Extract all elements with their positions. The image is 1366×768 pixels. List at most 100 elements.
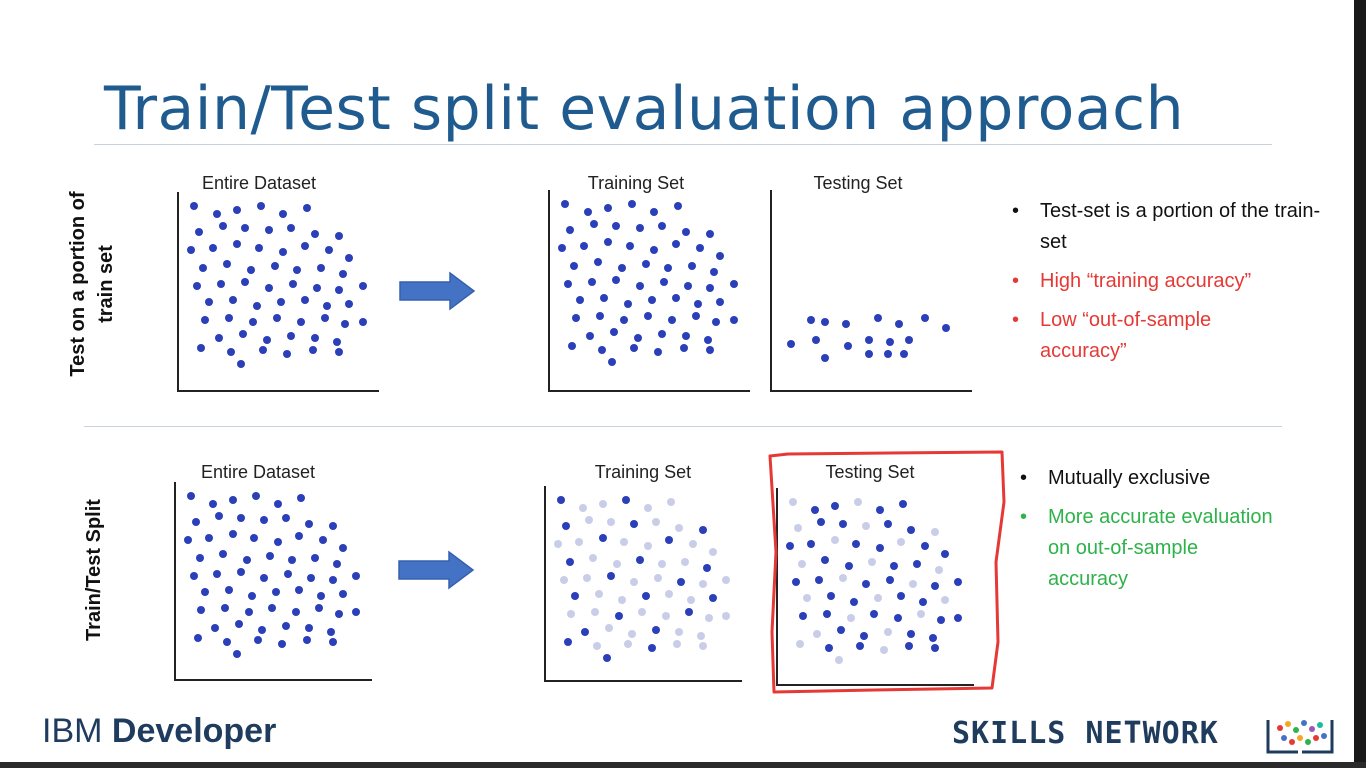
data-point: [795, 640, 804, 648]
data-point: [265, 226, 273, 234]
data-point: [624, 300, 632, 308]
data-point: [658, 222, 666, 230]
data-point: [815, 576, 824, 584]
data-point: [812, 336, 820, 344]
ibm-suffix: Developer: [111, 712, 277, 750]
data-point: [650, 246, 658, 254]
data-point: [730, 316, 738, 324]
data-point: [844, 562, 853, 570]
data-point: [222, 638, 231, 646]
data-point: [913, 560, 922, 568]
data-point: [651, 626, 660, 634]
data-point: [323, 302, 331, 310]
data-point: [317, 592, 326, 600]
data-point: [236, 514, 245, 522]
data-point: [641, 592, 650, 600]
data-point: [332, 560, 341, 568]
data-point: [588, 278, 596, 286]
data-point: [561, 200, 569, 208]
data-point: [843, 342, 852, 350]
data-point: [698, 526, 707, 534]
data-point: [273, 538, 282, 546]
data-point: [799, 612, 808, 620]
data-point: [604, 624, 613, 632]
data-point: [233, 240, 241, 248]
data-point: [205, 298, 213, 306]
data-point: [934, 566, 943, 574]
data-point: [730, 280, 738, 288]
data-point: [710, 268, 718, 276]
data-point: [594, 590, 603, 598]
data-point: [942, 324, 951, 332]
data-point: [893, 614, 902, 622]
skills-network-logo-icon: [1266, 720, 1334, 754]
data-point: [596, 312, 604, 320]
data-point: [572, 314, 580, 322]
row1-bullets: Test-set is a portion of the train-set H…: [1006, 196, 1326, 375]
data-point: [862, 580, 871, 588]
data-point: [658, 330, 666, 338]
bullet-item: Low “out-of-sample accuracy”: [1006, 305, 1270, 367]
data-point: [684, 282, 692, 290]
data-point: [268, 604, 277, 612]
entire-dataset-plot: [177, 192, 379, 392]
training-set-label: Training Set: [587, 173, 685, 193]
data-point: [716, 252, 724, 260]
data-point: [928, 634, 937, 642]
data-point: [660, 278, 668, 286]
right-arrow-icon: [399, 271, 476, 311]
data-point: [583, 574, 592, 582]
bullet-item: Test-set is a portion of the train-set: [1006, 196, 1326, 258]
data-point: [661, 612, 670, 620]
data-point: [879, 646, 888, 654]
data-point: [219, 222, 227, 230]
data-point: [234, 620, 243, 628]
data-point: [313, 284, 321, 292]
data-point: [197, 606, 206, 614]
data-point: [626, 242, 634, 250]
data-point: [696, 244, 704, 252]
data-point: [225, 314, 233, 322]
data-point: [930, 528, 939, 536]
data-point: [628, 630, 637, 638]
data-point: [687, 596, 696, 604]
data-point: [242, 556, 251, 564]
data-point: [581, 628, 590, 636]
data-point: [199, 264, 207, 272]
data-point: [265, 284, 273, 292]
data-point: [868, 558, 877, 566]
data-point: [618, 596, 627, 604]
data-point: [665, 590, 674, 598]
data-point: [309, 346, 317, 354]
data-point: [297, 494, 306, 502]
row2-label: Train/Test Split: [83, 499, 105, 641]
data-point: [201, 316, 209, 324]
data-point: [604, 238, 612, 246]
data-point: [339, 270, 347, 278]
data-point: [345, 300, 353, 308]
data-point: [673, 640, 682, 648]
data-point: [233, 206, 241, 214]
data-point: [900, 350, 908, 358]
data-point: [864, 336, 873, 344]
data-point: [651, 518, 660, 526]
data-point: [359, 282, 367, 290]
data-point: [241, 278, 249, 286]
data-point: [259, 346, 267, 354]
data-point: [205, 534, 214, 542]
data-point: [283, 350, 291, 358]
data-point: [335, 232, 343, 240]
data-point: [612, 222, 620, 230]
data-point: [688, 262, 696, 270]
ibm-developer-logo: IBM Developer: [42, 712, 276, 751]
data-point: [321, 314, 329, 322]
data-point: [604, 204, 612, 212]
data-point: [830, 502, 839, 510]
data-point: [820, 318, 829, 326]
data-point: [335, 286, 343, 294]
data-point: [608, 358, 616, 366]
data-point: [311, 554, 320, 562]
data-point: [558, 244, 566, 252]
data-point: [787, 340, 796, 348]
data-point: [905, 642, 914, 650]
